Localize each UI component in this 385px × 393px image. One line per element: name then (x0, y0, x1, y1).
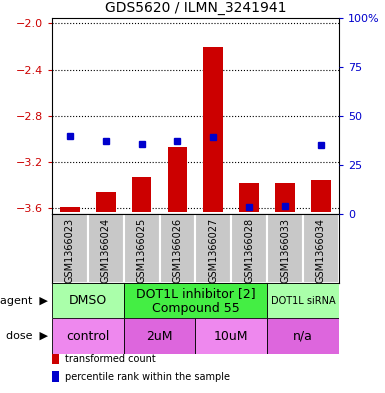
Text: agent  ▶: agent ▶ (0, 296, 48, 306)
Text: GSM1366033: GSM1366033 (280, 218, 290, 283)
Text: GSM1366024: GSM1366024 (101, 218, 111, 283)
Bar (132, 177, 151, 212)
Text: 2uM: 2uM (146, 329, 173, 343)
Text: GSM1366028: GSM1366028 (244, 218, 254, 283)
Text: DMSO: DMSO (69, 294, 107, 307)
Bar (88, 214, 124, 283)
Text: control: control (66, 329, 109, 343)
Bar (195, 214, 231, 283)
Text: GSM1366034: GSM1366034 (316, 218, 326, 283)
Bar (231, 214, 267, 283)
Bar (52, 354, 59, 364)
Bar (311, 180, 331, 212)
Text: percentile rank within the sample: percentile rank within the sample (65, 372, 230, 382)
Bar (267, 214, 303, 283)
Bar (96, 192, 115, 212)
Text: n/a: n/a (293, 329, 313, 343)
Bar (52, 214, 88, 283)
Bar (124, 214, 159, 283)
Text: GSM1366027: GSM1366027 (208, 218, 218, 283)
Bar (267, 318, 339, 354)
Text: GSM1366026: GSM1366026 (172, 218, 182, 283)
Text: 10uM: 10uM (214, 329, 248, 343)
Bar (60, 207, 80, 212)
Bar (52, 371, 59, 382)
Bar (159, 214, 196, 283)
Title: GDS5620 / ILMN_3241941: GDS5620 / ILMN_3241941 (105, 1, 286, 15)
Bar (124, 318, 195, 354)
Text: transformed count: transformed count (65, 354, 156, 364)
Bar (52, 318, 124, 354)
Bar (203, 47, 223, 212)
Bar (52, 283, 124, 318)
Text: DOT1L siRNA: DOT1L siRNA (271, 296, 335, 306)
Bar (167, 147, 187, 212)
Bar (124, 283, 267, 318)
Bar (267, 283, 339, 318)
Bar (303, 214, 339, 283)
Text: GSM1366023: GSM1366023 (65, 218, 75, 283)
Bar (239, 183, 259, 212)
Text: dose  ▶: dose ▶ (6, 331, 48, 341)
Text: DOT1L inhibitor [2]
Compound 55: DOT1L inhibitor [2] Compound 55 (136, 286, 255, 315)
Bar (195, 318, 267, 354)
Text: GSM1366025: GSM1366025 (137, 218, 147, 283)
Bar (275, 183, 295, 212)
